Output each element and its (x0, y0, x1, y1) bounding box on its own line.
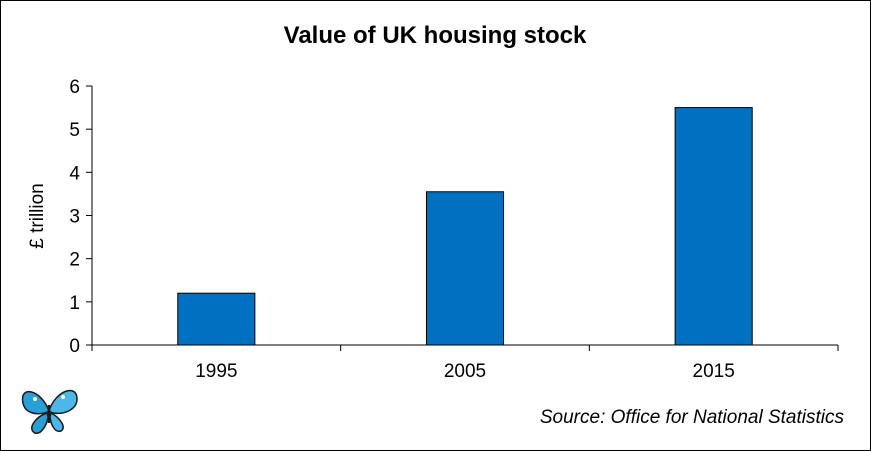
bar-2005 (425, 191, 505, 346)
y-tick-label: 4 (69, 163, 80, 184)
y-tick-label: 3 (69, 207, 80, 228)
y-tick-label: 6 (69, 77, 80, 98)
y-tick-label: 0 (69, 336, 80, 357)
y-axis-title: £ trillion (27, 183, 48, 248)
x-tick-label: 1995 (195, 361, 237, 382)
bar-1995 (177, 292, 256, 346)
y-tick-label: 5 (69, 120, 80, 141)
chart-title: Value of UK housing stock (284, 22, 587, 49)
bar-2015 (674, 107, 753, 346)
butterfly-logo-icon (21, 389, 78, 434)
x-tick-label: 2005 (444, 361, 486, 382)
y-tick-label: 2 (69, 250, 80, 271)
source-note: Source: Office for National Statistics (540, 407, 845, 428)
y-tick-label: 1 (69, 293, 80, 314)
plot-area: 0 1 2 3 4 5 6 1995 2005 2015 (69, 77, 839, 382)
x-tick-label: 2015 (693, 361, 735, 382)
